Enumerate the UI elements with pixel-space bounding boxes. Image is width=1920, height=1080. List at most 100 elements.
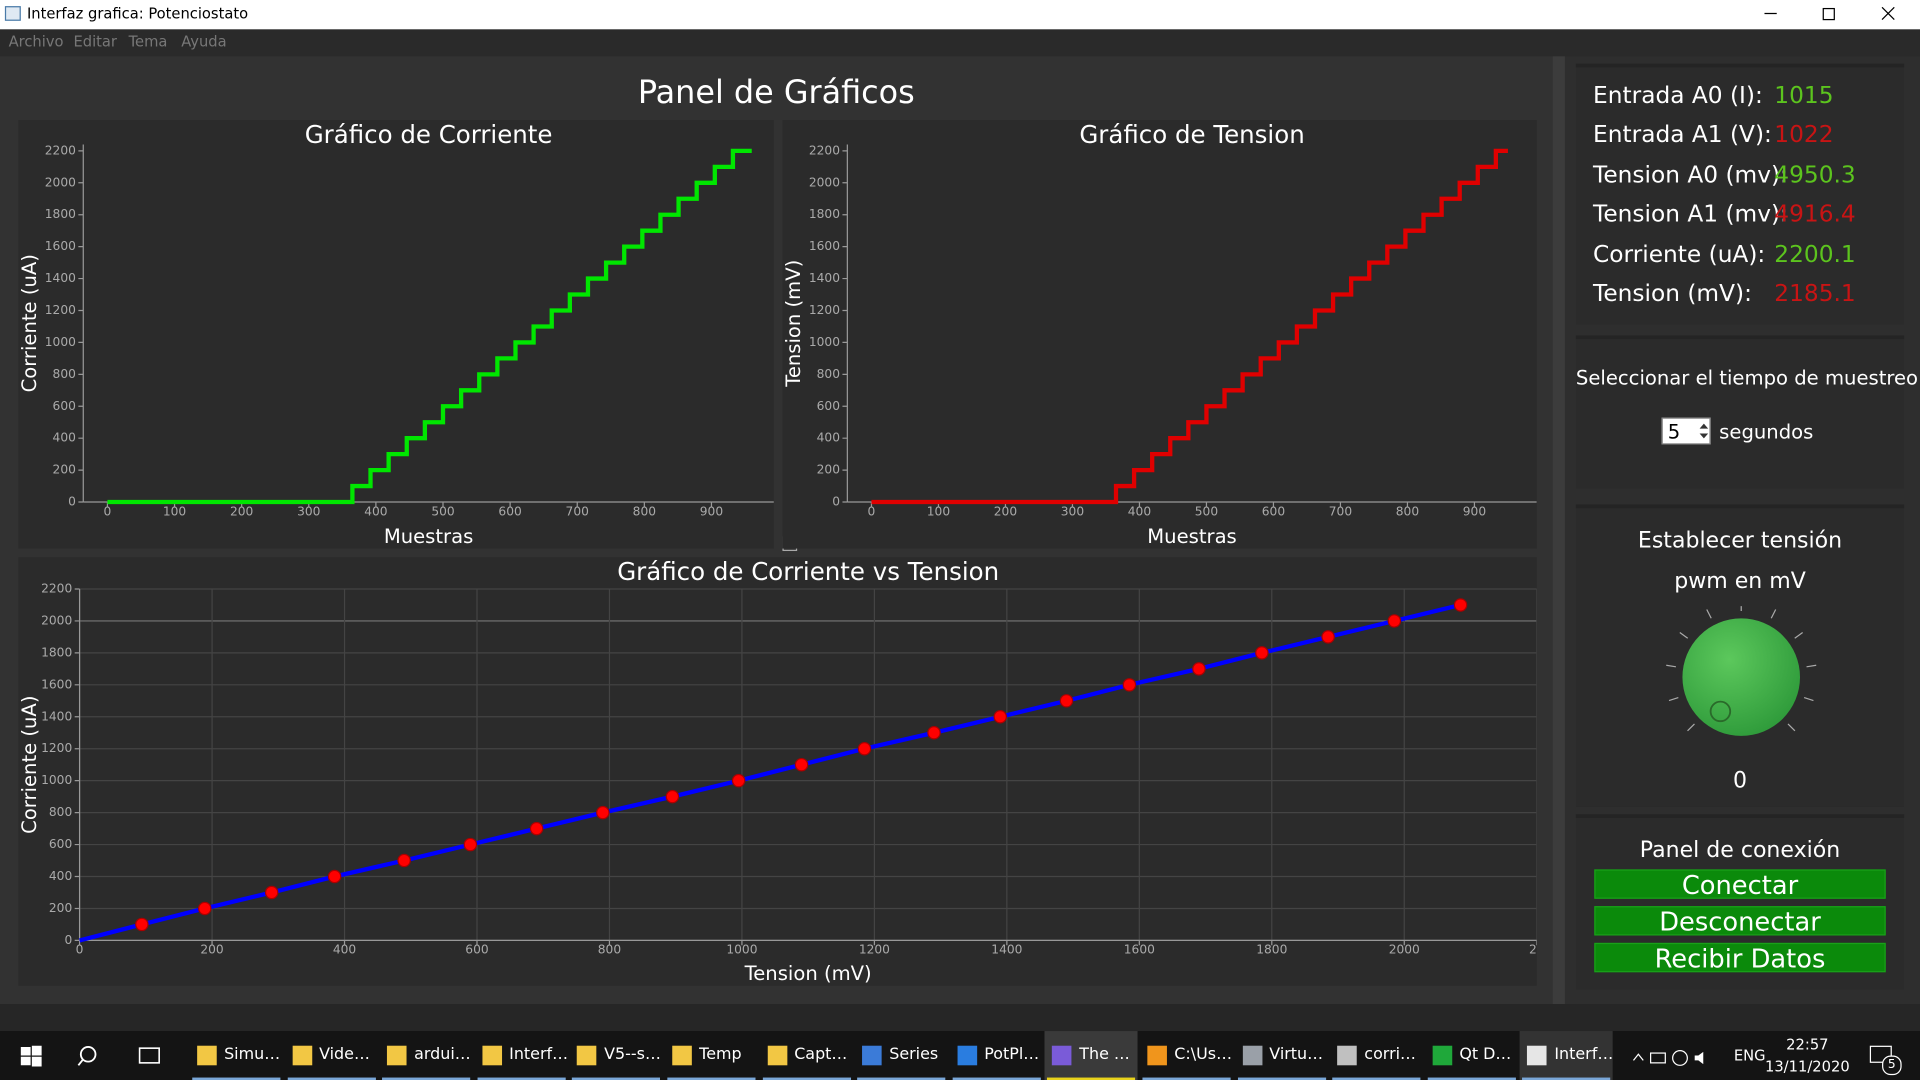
disconnect-button[interactable]: Desconectar [1594,906,1886,937]
connect-button[interactable]: Conectar [1594,869,1886,900]
app-label: Simu… [224,1045,281,1065]
y-tick-label: 2000 [809,175,840,189]
spin-value: 5 [1667,420,1681,444]
x-tick-label: 200 [200,943,223,957]
data-point [1453,598,1468,612]
y-tick-label: 400 [817,431,840,445]
data-point [135,917,149,932]
taskbar-app[interactable]: corri… [1330,1031,1423,1080]
data-point [993,710,1007,724]
chart-title: Gráfico de Corriente vs Tension [617,557,999,586]
app-indicator [382,1077,471,1080]
dial[interactable] [1654,606,1825,753]
menu-item[interactable]: Ayuda [181,33,227,51]
x-tick-label: 200 [994,504,1017,518]
app-indicator [667,1077,756,1080]
menu-item[interactable]: Editar [73,33,117,51]
spin-arrows[interactable] [1697,419,1710,443]
restore[interactable] [1822,7,1835,21]
taskbar-app[interactable]: Temp [665,1031,758,1080]
y-tick-label: 1600 [45,239,76,253]
taskbar-app[interactable]: Interf… [1520,1031,1613,1080]
spin-box[interactable]: 5 [1661,417,1711,445]
x-tick-label: 600 [498,504,521,518]
data-point [397,853,411,868]
y-tick-label: 2200 [809,143,840,157]
y-tick-label: 1800 [809,207,840,221]
menu-item[interactable]: Tema [128,33,168,51]
data-point [264,885,279,900]
taskbar-app[interactable]: ardui… [380,1031,473,1080]
data-point [198,901,212,916]
chart: Gráfico de Tension Muestras Tension (mV) 0 2… [782,120,1537,549]
taskbar-app[interactable]: Qt D… [1425,1031,1518,1080]
taskbar-app[interactable]: V5--s… [570,1031,663,1080]
clock-date[interactable]: 13/11/2020 [1764,1057,1850,1076]
dial-tick [1806,664,1817,668]
x-tick-label: 400 [1128,504,1151,518]
y-axis-label: Corriente (uA) [18,696,41,834]
y-tick-label: 600 [49,837,72,851]
dial-knob[interactable] [1682,618,1800,736]
clock-time[interactable]: 22:57 [1786,1035,1829,1054]
window-controls [1764,6,1895,21]
taskbar-app[interactable]: PotPl… [950,1031,1043,1080]
notifications-icon[interactable] [1869,1045,1892,1063]
app-indicator [287,1077,376,1080]
data-point [463,837,478,852]
taskbar-app[interactable]: Interf… [475,1031,568,1080]
x-tick-label: 0 [104,504,112,518]
splitter[interactable] [1552,56,1565,1005]
menu-item[interactable]: Archivo [8,33,64,51]
data-point [1321,630,1335,644]
x-tick-label: 22 [1529,943,1537,957]
x-tick-label: 700 [1329,504,1352,518]
y-tick-label: 0 [832,495,840,509]
x-tick-label: 900 [1463,504,1486,518]
x-axis-label: Muestras [384,525,473,548]
dial-notch [1709,700,1732,723]
y-axis-label: Corriente (uA) [18,254,41,392]
taskbar-app[interactable]: Capt… [760,1031,853,1080]
data-point [327,869,342,884]
close[interactable] [1881,6,1895,21]
taskbar-app[interactable]: Series [855,1031,948,1080]
app-icon [1147,1045,1167,1066]
taskbar-app[interactable]: Simu… [190,1031,283,1080]
app-icon [387,1045,407,1066]
language[interactable]: ENG [1733,1046,1766,1065]
readings-box: Entrada A0 (I): 1015 Entrada A1 (V): 1022 Te… [1575,63,1905,325]
app-indicator [1047,1077,1136,1080]
app-label: ardui… [414,1045,471,1065]
x-tick-label: 400 [364,504,387,518]
x-tick-label: 1400 [991,943,1022,957]
dial-tick [1679,632,1689,639]
app-indicator [477,1077,566,1080]
app-label: Vide… [319,1045,370,1065]
x-tick-label: 700 [566,504,589,518]
app-icon [1527,1045,1548,1066]
dial-tick [1794,632,1804,639]
x-tick-label: 0 [868,504,876,518]
y-tick-label: 600 [53,399,76,413]
app-icon [1052,1045,1072,1066]
y-tick-label: 200 [817,463,840,477]
x-tick-label: 1200 [859,943,890,957]
tray-icons[interactable] [1631,1048,1704,1066]
taskbar-app[interactable]: Virtu… [1235,1031,1328,1080]
taskbar-app[interactable]: The … [1044,1031,1139,1080]
dial-title: Establecer tensión [1637,527,1843,554]
data-point [927,726,941,740]
data-point [596,805,610,820]
taskbar-app[interactable]: Vide… [285,1031,378,1080]
receive-button[interactable]: Recibir Datos [1594,942,1886,973]
taskbar: ENG 22:57 13/11/2020 5 Simu… Vide… ardui… I… [0,1031,1920,1080]
app-label: Series [889,1045,939,1065]
x-tick-label: 1000 [726,943,757,957]
dial-tick [1668,696,1679,702]
series-line [79,602,1462,943]
taskbar-start[interactable] [0,1031,184,1080]
sampling-box: Seleccionar el tiempo de muestreo: 5 seg… [1575,335,1920,489]
taskbar-app[interactable]: C:\Us… [1140,1031,1233,1080]
reading-value: 4950.3 [1774,161,1856,189]
